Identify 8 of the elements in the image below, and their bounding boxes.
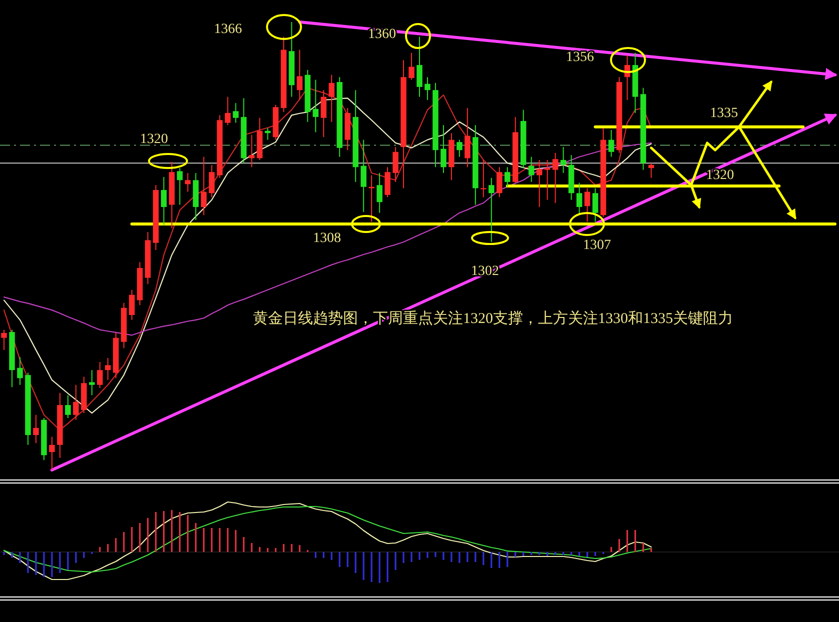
annotation: 1308 [313,231,341,246]
annotation: 1335 [710,106,738,121]
annotation: 1320 [140,132,168,147]
annotation: 1320 [706,168,734,183]
annotation: 1356 [566,50,594,65]
annotation: 1307 [583,238,611,253]
annotation: 1366 [214,22,242,37]
annotation: 1360 [368,27,396,42]
